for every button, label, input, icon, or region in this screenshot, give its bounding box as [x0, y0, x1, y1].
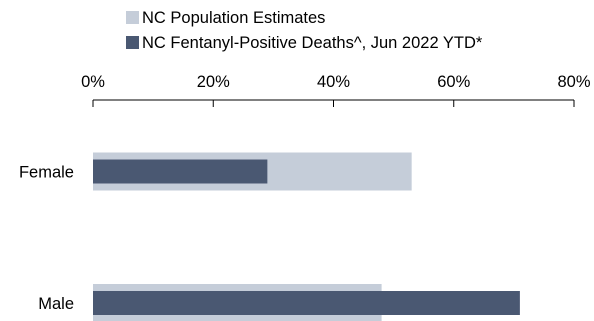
legend-swatch-0 [126, 11, 139, 24]
legend-label-0: NC Population Estimates [142, 9, 325, 27]
x-tick-label-2: 40% [317, 73, 350, 91]
legend: NC Population Estimates NC Fentanyl-Posit… [126, 9, 483, 52]
x-tick-label-1: 20% [197, 73, 230, 91]
x-tick-label-4: 80% [557, 73, 590, 91]
category-label-female: Female [19, 164, 74, 182]
bars [93, 152, 520, 321]
x-axis: 0% 20% 40% 60% 80% [81, 73, 591, 107]
category-labels: Female Male [19, 164, 74, 314]
bar-deaths-male [93, 291, 520, 315]
x-tick-label-0: 0% [81, 73, 105, 91]
x-tick-label-3: 60% [437, 73, 470, 91]
legend-label-1: NC Fentanyl-Positive Deaths^, Jun 2022 Y… [142, 34, 483, 52]
legend-swatch-1 [126, 36, 139, 49]
category-label-male: Male [38, 295, 74, 313]
bar-deaths-female [93, 159, 268, 184]
